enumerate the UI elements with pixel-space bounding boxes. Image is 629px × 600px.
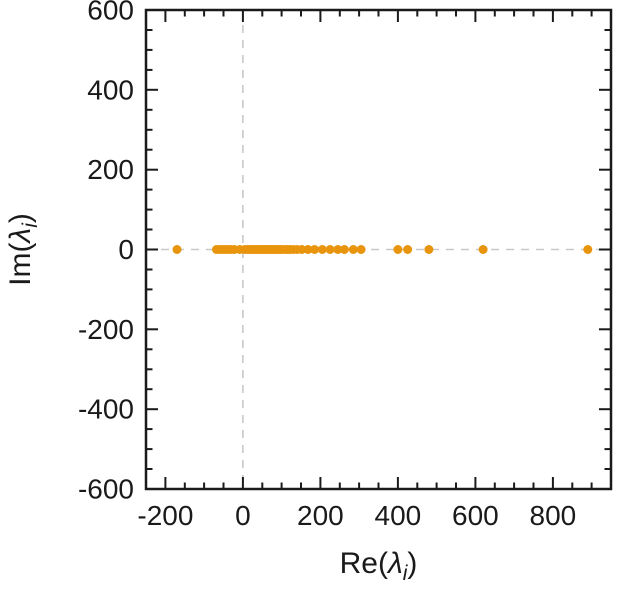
y-tick-labels: -600 -400 -200 0 200 400 600 <box>78 0 134 505</box>
y-tick-label: 400 <box>87 74 134 105</box>
data-point <box>303 245 313 254</box>
y-tick-label: -200 <box>78 314 134 345</box>
series-eigenvalues <box>172 245 593 254</box>
data-point <box>297 245 307 254</box>
y-tick-label: 600 <box>87 0 134 26</box>
y-tick-label: -400 <box>78 394 134 425</box>
data-point <box>325 245 335 254</box>
data-point <box>478 245 488 254</box>
x-tick-label: 0 <box>235 500 251 531</box>
data-point <box>339 245 349 254</box>
x-tick-label: 400 <box>375 500 422 531</box>
x-tick-labels: -200 0 200 400 600 800 <box>137 500 576 531</box>
data-point <box>583 245 593 254</box>
x-tick-label: -200 <box>137 500 193 531</box>
y-tick-label: 200 <box>87 154 134 185</box>
data-point <box>356 245 366 254</box>
x-tick-label: 200 <box>297 500 344 531</box>
y-axis-ticks <box>146 29 611 470</box>
data-point <box>333 245 343 254</box>
y-tick-label: 0 <box>118 234 134 265</box>
x-tick-label: 600 <box>452 500 499 531</box>
data-point <box>348 245 358 254</box>
data-point <box>393 245 403 254</box>
x-axis-label: Re(λi) <box>340 547 418 585</box>
x-axis-ticks <box>164 10 593 489</box>
data-point <box>310 245 320 254</box>
data-point <box>172 245 182 254</box>
data-point <box>424 245 434 254</box>
data-point <box>403 245 413 254</box>
data-point <box>317 245 327 254</box>
x-tick-label: 800 <box>530 500 577 531</box>
y-axis-label: Im(λi) <box>4 213 42 286</box>
y-tick-label: -600 <box>78 474 134 505</box>
